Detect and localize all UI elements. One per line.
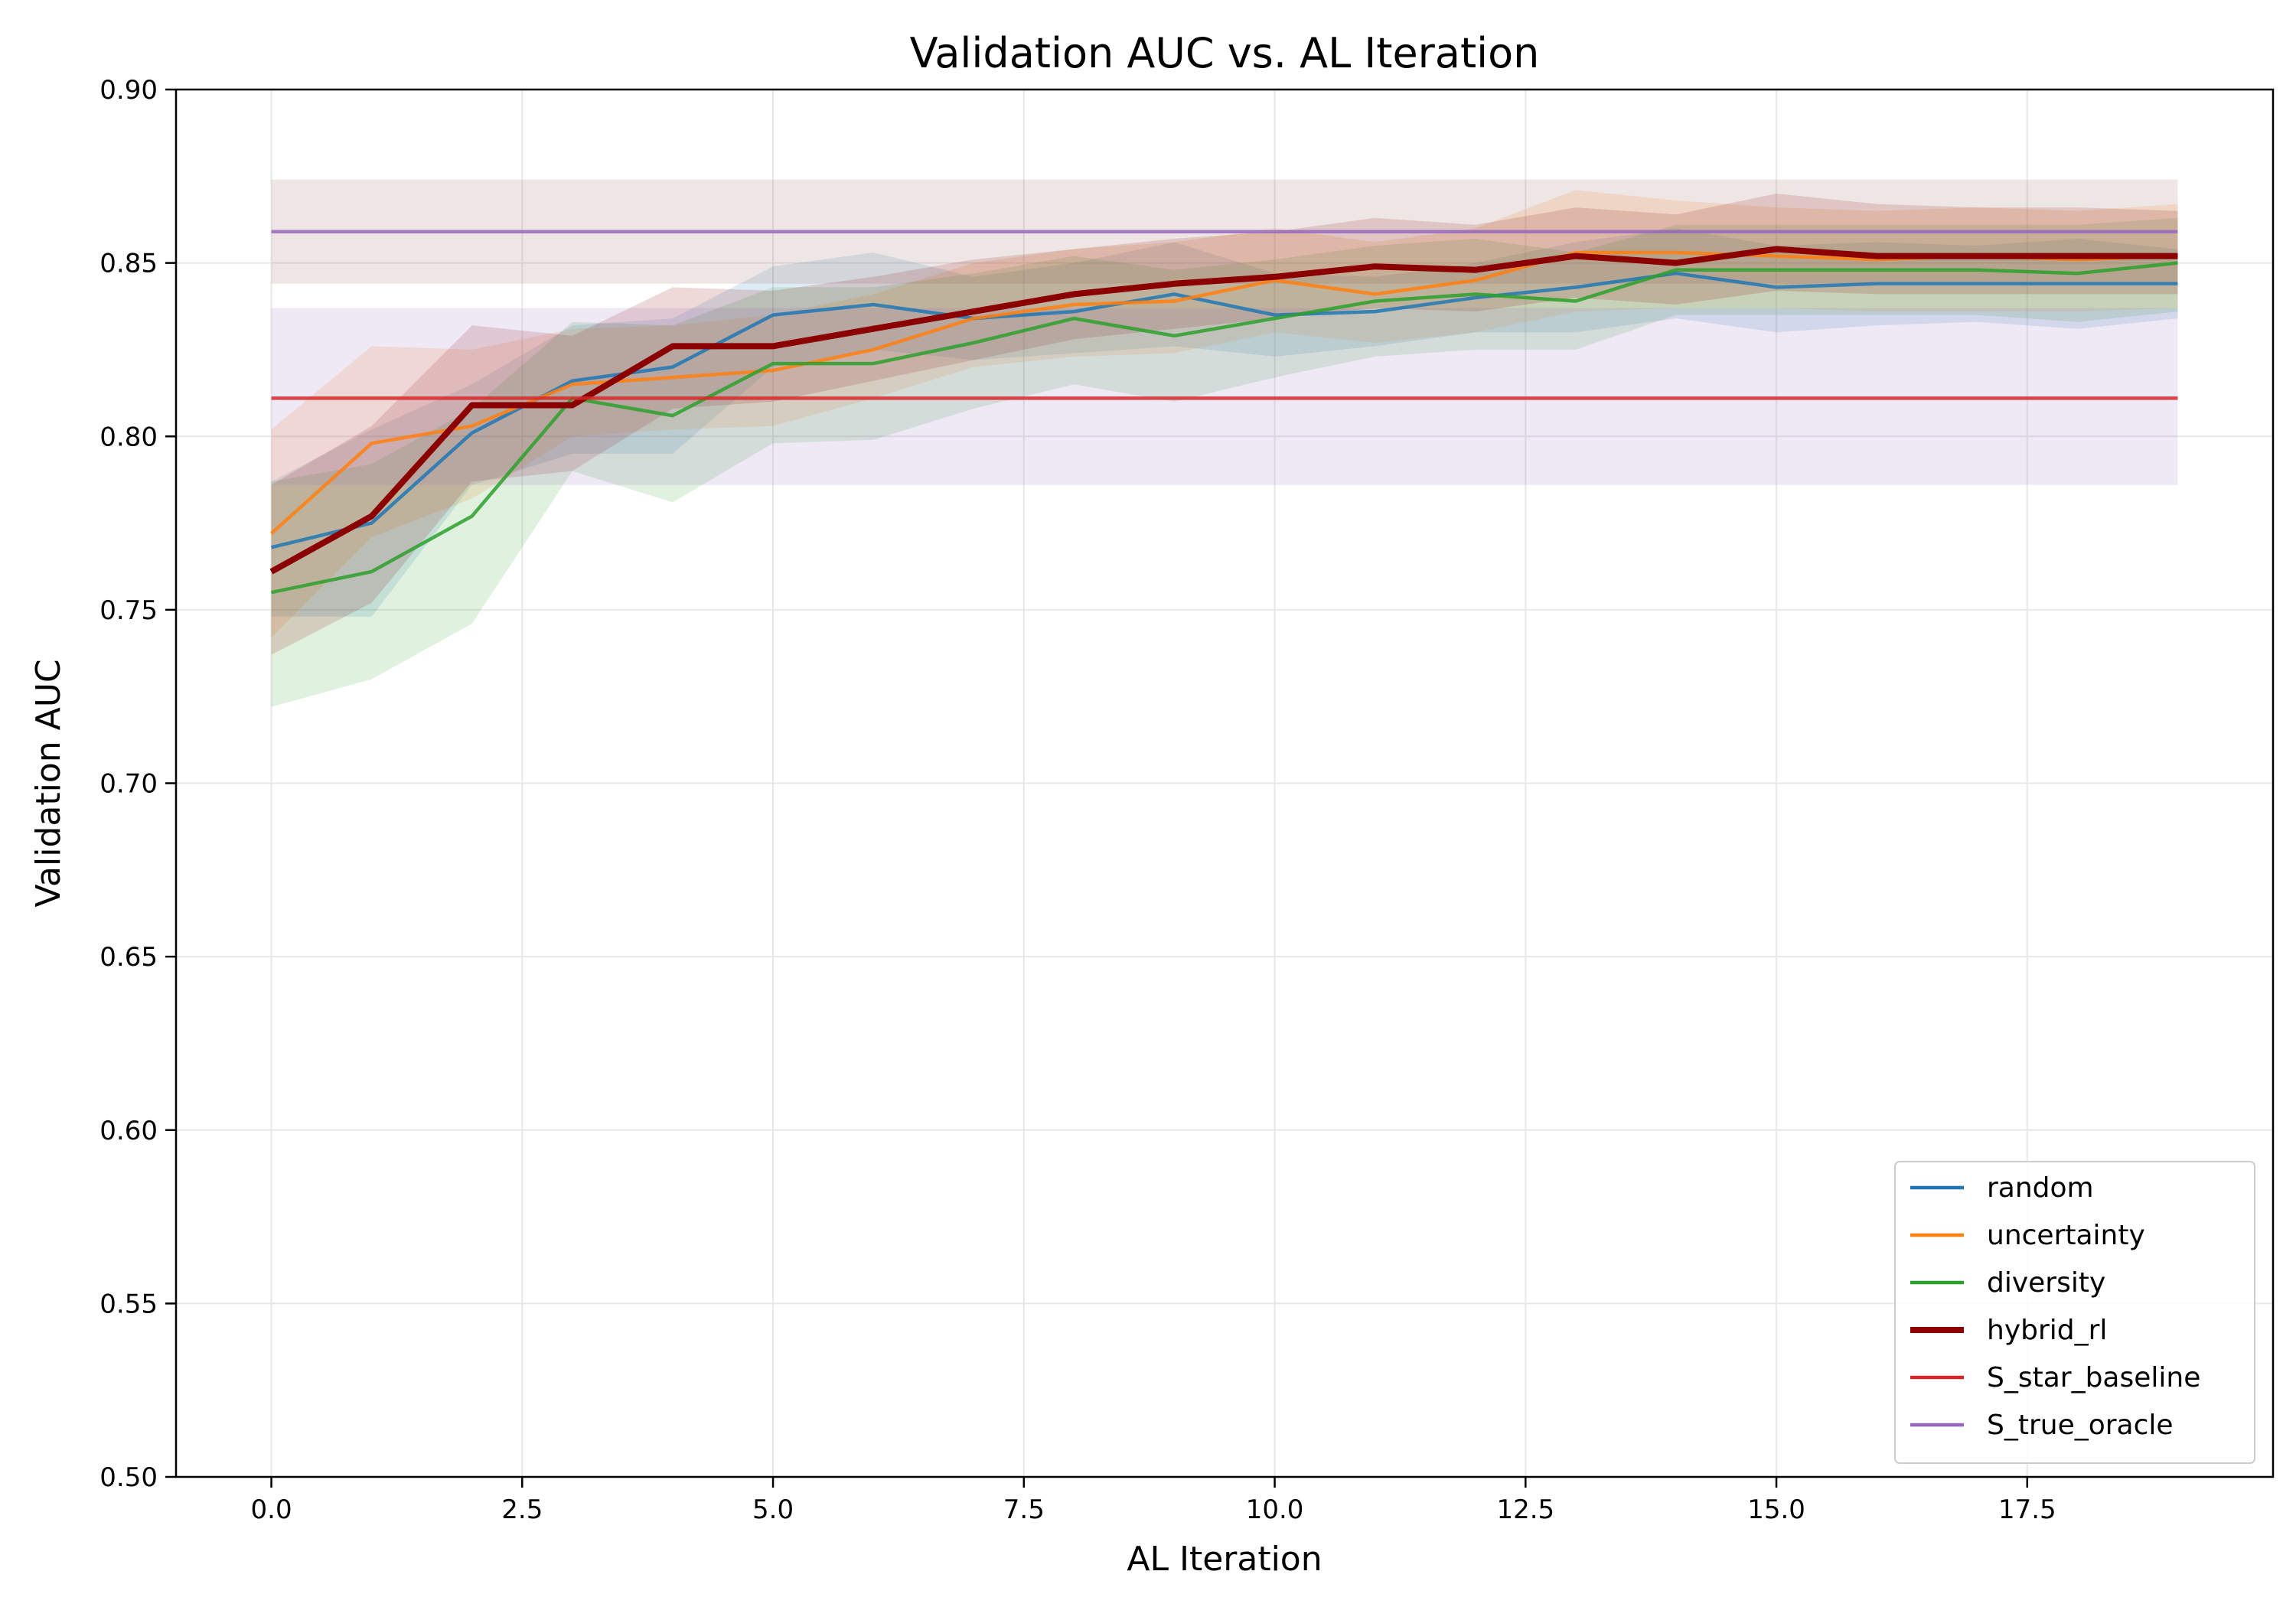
legend-label-random: random	[1987, 1172, 2094, 1204]
legend-items: random uncertainty diversity hybrid_rl S_sta…	[1910, 1172, 2200, 1441]
line-uncertainty	[269, 250, 2178, 535]
chart-title: Validation AUC vs. AL Iteration	[910, 29, 1540, 77]
x-tick-label-2: 5.0	[752, 1495, 794, 1525]
legend-label-S-true-oracle: S_true_oracle	[1987, 1410, 2174, 1441]
legend-box	[1894, 1161, 2255, 1464]
line-diversity	[271, 261, 2178, 595]
y-tick-label-6: 0.80	[99, 422, 158, 452]
band-hybrid-rl	[271, 194, 2178, 655]
band-random	[271, 228, 2178, 617]
y-tick-label-4: 0.70	[99, 769, 158, 800]
line-hybrid-rl	[269, 246, 2178, 575]
y-axis-ticks: 0.50 0.55 0.60 0.65 0.70 0.75 0.80 0.85 0.90	[99, 75, 176, 1493]
line-random	[270, 271, 2178, 549]
legend-label-S-star-baseline: S_star_baseline	[1987, 1362, 2200, 1393]
y-tick-label-2: 0.60	[99, 1116, 158, 1146]
legend-label-uncertainty: uncertainty	[1987, 1220, 2145, 1251]
x-tick-label-0: 0.0	[251, 1495, 292, 1525]
legend-label-hybrid-rl: hybrid_rl	[1987, 1315, 2107, 1346]
y-tick-label-5: 0.75	[99, 595, 158, 626]
y-tick-label-7: 0.85	[99, 249, 158, 279]
y-tick-label-8: 0.90	[99, 75, 158, 106]
x-tick-label-5: 12.5	[1496, 1495, 1554, 1525]
x-tick-label-4: 10.0	[1246, 1495, 1304, 1525]
band-diversity	[271, 217, 2178, 707]
x-tick-label-1: 2.5	[501, 1495, 543, 1525]
y-tick-label-1: 0.55	[99, 1289, 158, 1319]
x-tick-label-6: 15.0	[1747, 1495, 1805, 1525]
band-S-star-baseline	[271, 308, 2178, 485]
y-tick-label-0: 0.50	[99, 1462, 158, 1493]
band-uncertainty	[271, 190, 2178, 638]
series-lines	[269, 230, 2178, 595]
y-tick-label-3: 0.65	[99, 942, 158, 973]
legend: random uncertainty diversity hybrid_rl S_sta…	[1894, 1161, 2255, 1464]
x-tick-label-3: 7.5	[1003, 1495, 1045, 1525]
x-tick-label-7: 17.5	[1998, 1495, 2056, 1525]
y-axis-label: Validation AUC	[29, 659, 68, 907]
x-axis-label: AL Iteration	[1127, 1540, 1322, 1579]
legend-label-diversity: diversity	[1987, 1267, 2105, 1299]
x-axis-ticks: 0.0 2.5 5.0 7.5 10.0 12.5 15.0 17.5	[251, 1477, 2056, 1525]
